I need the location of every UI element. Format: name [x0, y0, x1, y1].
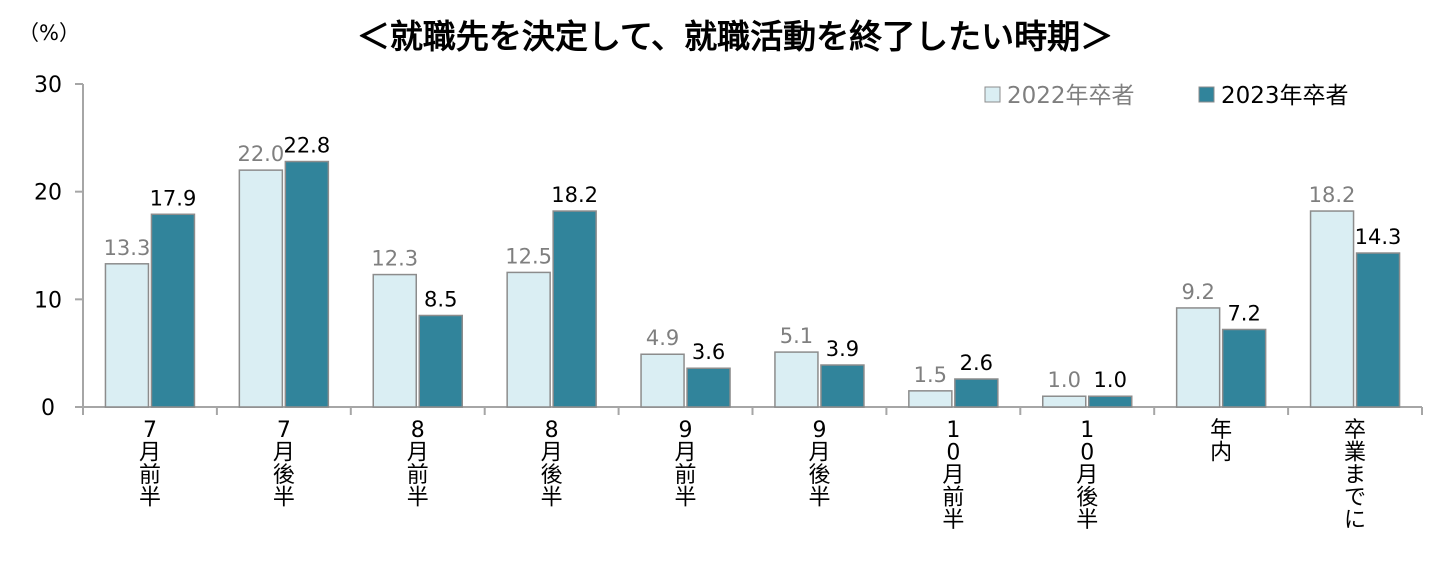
- data-label-2023-6: 2.6: [960, 351, 993, 375]
- data-label-2023-2: 8.5: [424, 287, 457, 311]
- bar-2023-6: [954, 378, 999, 408]
- bar-2022-1: [238, 169, 284, 408]
- data-label-2022-1: 22.0: [237, 142, 284, 166]
- chart-title: ＜就職先を決定して、就職活動を終了したい時期＞: [357, 17, 1113, 56]
- data-label-2023-7: 1.0: [1094, 368, 1127, 392]
- bar-2022-9: [1309, 210, 1355, 408]
- y-tick-label: 0: [41, 396, 55, 421]
- data-label-2022-4: 4.9: [646, 326, 679, 350]
- x-category-label: 9 月前半: [675, 418, 697, 511]
- x-category-label: 9 月後半: [808, 418, 830, 511]
- bar-2023-0: [150, 213, 196, 408]
- x-category-label: 8 月後半: [541, 418, 563, 511]
- data-label-2022-6: 1.5: [914, 363, 947, 387]
- data-label-2022-2: 12.3: [371, 247, 418, 271]
- y-tick-label: 10: [34, 288, 62, 313]
- y-tick-label: 20: [34, 181, 62, 206]
- data-label-2023-8: 7.2: [1227, 301, 1260, 325]
- data-label-2022-5: 5.1: [780, 324, 813, 348]
- bar-2023-1: [284, 160, 330, 408]
- bar-2022-0: [104, 263, 150, 408]
- x-category-label: 7 月前半: [139, 418, 161, 511]
- x-category-label: 卒業までに: [1344, 418, 1366, 533]
- bar-2022-8: [1175, 307, 1221, 408]
- bar-2022-4: [640, 353, 685, 408]
- y-tick-label: 30: [34, 73, 62, 98]
- data-label-2022-7: 1.0: [1048, 368, 1081, 392]
- data-label-2023-5: 3.9: [826, 337, 859, 361]
- bar-2023-5: [820, 364, 865, 408]
- legend-label-2022: 2022年卒者: [1007, 83, 1135, 109]
- bar-2023-8: [1221, 328, 1267, 408]
- x-category-label: 年内: [1210, 418, 1232, 466]
- legend-swatch-2023: [1198, 86, 1215, 103]
- bar-2022-2: [372, 273, 417, 408]
- bar-2023-4: [686, 367, 731, 408]
- bar-2022-5: [774, 351, 819, 408]
- data-label-2023-0: 17.9: [150, 186, 197, 210]
- data-label-2023-4: 3.6: [692, 340, 725, 364]
- x-category-label: 1 0 月前半: [942, 418, 964, 533]
- bar-2023-2: [418, 314, 463, 408]
- x-category-label: 8 月前半: [407, 418, 429, 511]
- bar-2022-3: [506, 271, 551, 408]
- x-category-label: 1 0 月後半: [1076, 418, 1098, 533]
- x-category-label: 7 月後半: [273, 418, 295, 511]
- data-label-2022-9: 18.2: [1309, 183, 1356, 207]
- data-label-2022-8: 9.2: [1181, 280, 1214, 304]
- bar-2023-3: [552, 210, 597, 408]
- bar-2023-7: [1088, 395, 1133, 408]
- data-label-2023-9: 14.3: [1355, 225, 1402, 249]
- data-label-2023-3: 18.2: [551, 183, 598, 207]
- data-label-2023-1: 22.8: [283, 134, 330, 158]
- y-axis-unit-label: （%）: [18, 21, 80, 45]
- bar-2023-9: [1355, 252, 1401, 408]
- bar-2022-6: [908, 390, 953, 408]
- data-label-2022-0: 13.3: [104, 236, 151, 260]
- legend-label-2023: 2023年卒者: [1221, 83, 1349, 109]
- bar-2022-7: [1042, 395, 1087, 408]
- data-label-2022-3: 12.5: [505, 244, 552, 268]
- legend-swatch-2022: [984, 86, 1001, 103]
